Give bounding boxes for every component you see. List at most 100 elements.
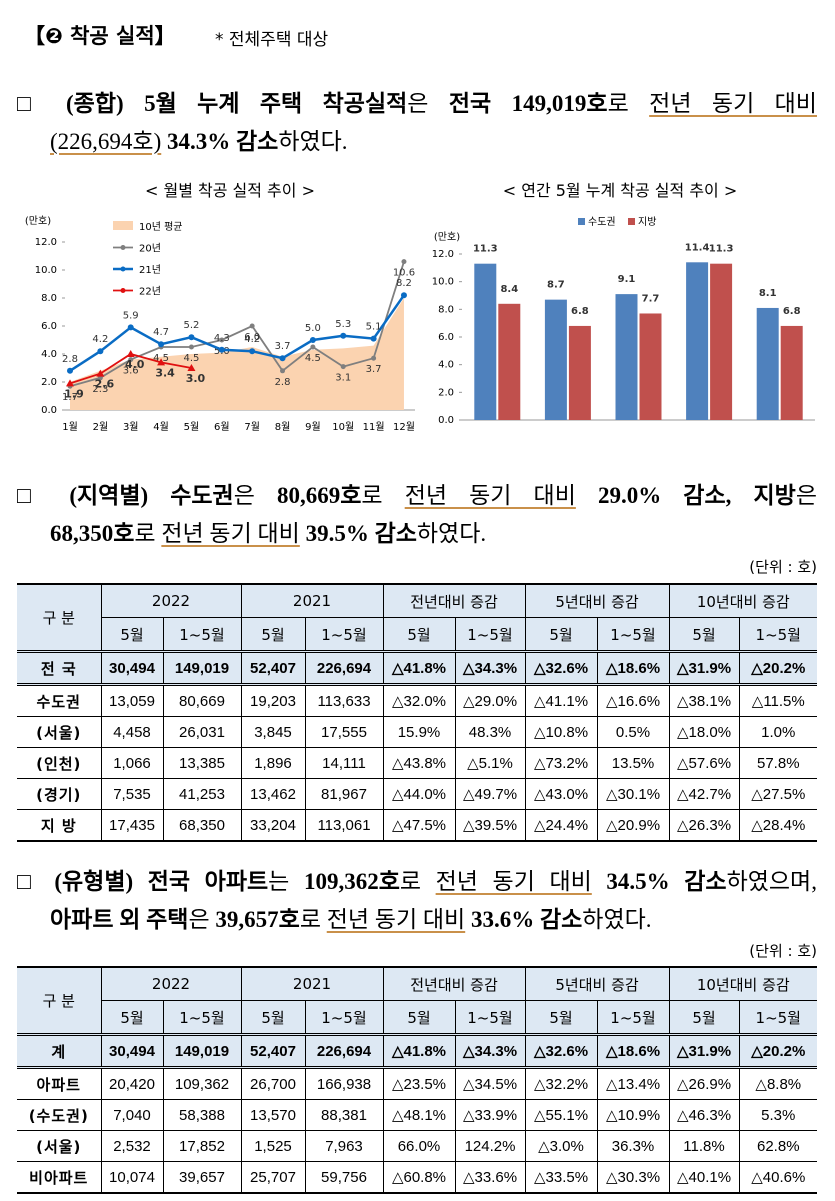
table-cell: △5.1% — [455, 747, 526, 779]
text-segment: 80,669호 — [277, 483, 362, 508]
table-cell: △32.2% — [525, 1067, 598, 1100]
text-segment: 하였다. — [582, 907, 652, 932]
table-cell: 17,852 — [163, 1130, 242, 1162]
data-label: 11.4 — [685, 242, 710, 253]
table-cell: 7,535 — [101, 778, 164, 810]
data-label: 1.9 — [64, 387, 84, 400]
table-cell: △27.5% — [739, 778, 818, 810]
y-axis-label: (만호) — [434, 231, 460, 243]
text-segment: 34.5% 감소 — [591, 869, 727, 894]
table-cell: 26,031 — [163, 716, 242, 748]
table-cell: △34.5% — [455, 1067, 526, 1100]
bar — [474, 263, 497, 420]
header-cell: 1~5월 — [597, 617, 670, 653]
point — [219, 337, 225, 343]
header-cell: 2021 — [241, 966, 384, 1001]
bar — [686, 262, 709, 420]
data-table: 구 분 2022 2021 전년대비 증감 5년대비 증감 10년대비 증감 5월 1~5월 5… — [17, 966, 818, 1194]
table-row: (서울) 4,458 26,031 3,845 17,555 15.9% 48.3% △10.… — [17, 716, 818, 748]
header-cell: 1~5월 — [305, 1000, 384, 1036]
table-cell: △8.8% — [739, 1067, 818, 1100]
table-cell: 0.5% — [597, 716, 670, 748]
table-cell: △47.5% — [383, 809, 456, 842]
table-cell: 13,385 — [163, 747, 242, 779]
table-cell: △13.4% — [597, 1067, 670, 1100]
table-cell: 1,896 — [241, 747, 306, 779]
chart-title: < 월별 착공 실적 추이 > — [145, 181, 315, 200]
text-segment: □ — [17, 869, 55, 894]
data-label: 6.8 — [783, 306, 801, 317]
point — [249, 323, 255, 329]
text-segment: 29.0% 감소, — [575, 483, 732, 508]
header-cell: 5월 — [241, 617, 306, 653]
legend-label: 지방 — [638, 216, 656, 228]
row-label: (수도권) — [17, 1099, 102, 1131]
point — [249, 348, 256, 355]
text-segment: 로 — [607, 91, 650, 116]
table-head: 구 분 2022 2021 전년대비 증감 5년대비 증감 10년대비 증감 5월 1~5월 5… — [17, 583, 818, 653]
table-cell: △42.7% — [669, 778, 740, 810]
y-tick-label: 6.0 — [41, 321, 57, 332]
data-label: 3.0 — [186, 372, 206, 385]
data-label: 3.7 — [366, 364, 382, 375]
table-cell: 41,253 — [163, 778, 242, 810]
table-cell: 2,532 — [101, 1130, 164, 1162]
table-cell: △28.4% — [739, 809, 818, 842]
table-cell: 13,570 — [241, 1099, 306, 1131]
paragraph-line: 아파트 외 주택은 39,657호로 전년 동기 대비 33.6% 감소하였다. — [50, 900, 817, 934]
table-cell: 17,435 — [101, 809, 164, 842]
header-cell: 1~5월 — [739, 1000, 818, 1036]
table-row: 아파트 20,420 109,362 26,700 166,938 △23.5% △34.5… — [17, 1067, 818, 1100]
table-cell: 124.2% — [455, 1130, 526, 1162]
data-label: 3.7 — [275, 341, 291, 352]
y-tick-label: 2.0 — [438, 387, 454, 398]
row-label: 계 — [17, 1034, 102, 1069]
data-label: 4.2 — [244, 334, 260, 345]
table-cell: 1.0% — [739, 716, 818, 748]
point — [188, 334, 195, 341]
table-cell: △40.6% — [739, 1161, 818, 1194]
legend-label: 10년 평균 — [139, 221, 183, 233]
text-segment: 34.3% 감소 — [161, 129, 279, 154]
data-label: 2.8 — [62, 354, 78, 365]
y-axis-label: (만호) — [25, 215, 51, 227]
row-label: (서울) — [17, 716, 102, 748]
data-label: 8.2 — [396, 278, 412, 289]
header-cell: 2022 — [101, 583, 242, 618]
header-cell: 5월 — [525, 617, 598, 653]
table-cell: 4,458 — [101, 716, 164, 748]
table-cell: 25,707 — [241, 1161, 306, 1194]
table-cell: △18.0% — [669, 716, 740, 748]
paragraph-line: □ (종합) 5월 누계 주택 착공실적은 전국 149,019호로 전년 동기… — [17, 84, 817, 118]
bar — [710, 263, 733, 420]
legend-marker — [120, 266, 126, 272]
text-segment: 33.6% 감소 — [465, 907, 583, 932]
table-cell: 26,700 — [241, 1067, 306, 1100]
text-segment: 전년 동기 대비 — [435, 869, 592, 894]
table-row: (서울) 2,532 17,852 1,525 7,963 66.0% 124.2% △3.0… — [17, 1130, 818, 1162]
table-cell: 81,967 — [305, 778, 384, 810]
table-cell: △32.6% — [525, 651, 598, 686]
data-label: 5.1 — [366, 322, 382, 333]
header-cell: 전년대비 증감 — [383, 966, 526, 1001]
header-cell: 2021 — [241, 583, 384, 618]
header-cell: 5월 — [241, 1000, 306, 1036]
header-cell: 5년대비 증감 — [525, 966, 670, 1001]
y-tick-label: 0.0 — [41, 405, 57, 416]
y-tick-label: 6.0 — [438, 332, 454, 343]
data-label: 6.8 — [571, 306, 589, 317]
bar — [756, 307, 779, 420]
table-cell: 52,407 — [241, 651, 306, 686]
point — [188, 344, 194, 350]
table-row: 전 국 30,494 149,019 52,407 226,694 △41.8% △34.3… — [17, 651, 818, 686]
legend-label: 21년 — [139, 264, 161, 276]
table-cell: 52,407 — [241, 1034, 306, 1069]
header-cell: 전년대비 증감 — [383, 583, 526, 618]
data-label: 4.0 — [125, 358, 145, 371]
header-cell: 5월 — [669, 1000, 740, 1036]
table-cell: 68,350 — [163, 809, 242, 842]
header-cell: 2022 — [101, 966, 242, 1001]
text-segment: 109,362호 — [303, 869, 400, 894]
x-tick-label: 7월 — [244, 421, 260, 433]
point — [96, 369, 105, 377]
